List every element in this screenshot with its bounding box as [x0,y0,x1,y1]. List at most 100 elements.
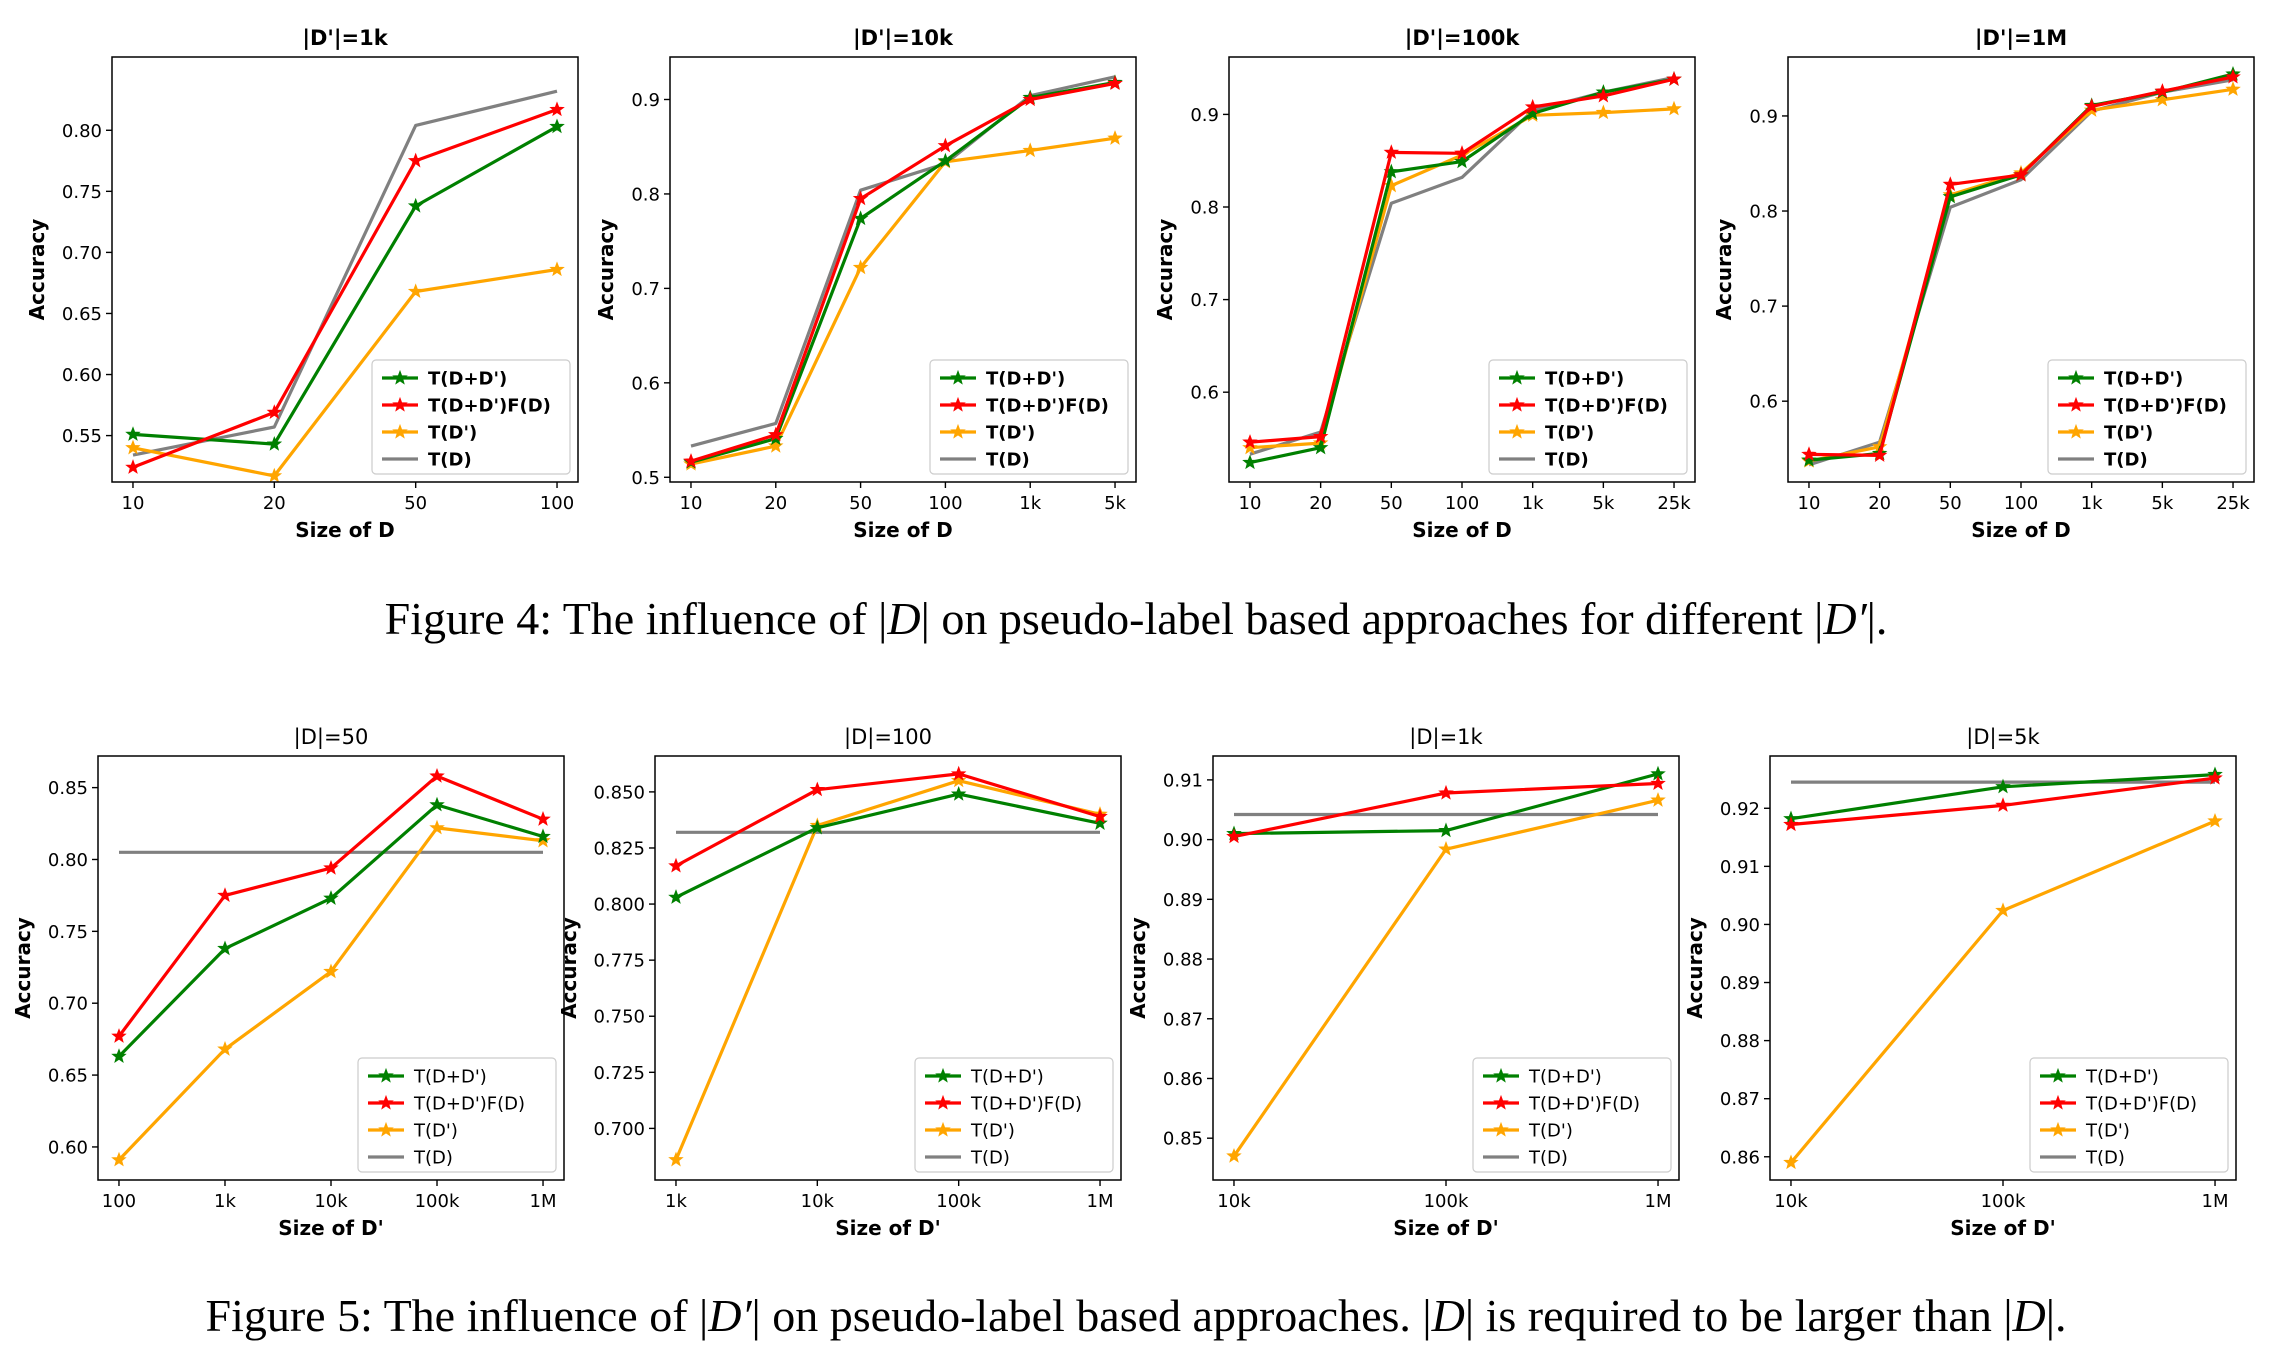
legend-marker [935,1094,951,1110]
legend-label: T(D+D') [986,369,1065,390]
y-tick-label: 0.86 [1163,1069,1203,1090]
y-tick-label: 0.65 [48,1066,88,1087]
chart-panel-5: |D|=50 0.60 0.65 0.70 0.75 0.80 0.85 100 1k 10k 10… [11,725,565,1240]
y-tick-label: 0.89 [1163,890,1203,911]
legend-marker [1493,1094,1509,1110]
x-tick-label: 5k [1592,493,1614,514]
data-point-star [1942,176,1959,192]
data-point-star [1438,822,1454,838]
x-tick-label: 100k [1424,1191,1469,1212]
data-point-star [937,137,954,153]
data-point-star [1454,153,1470,169]
plot-frame [1787,56,2255,483]
data-point-star [950,765,967,781]
legend-label: T(D') [1528,1121,1573,1142]
y-tick-label: 0.7 [631,279,660,300]
x-tick-label: 1M [1087,1191,1114,1212]
caption-4-text-1: The influence of | [562,593,888,644]
x-tick-label: 10 [680,493,703,514]
data-point-star [535,832,551,848]
y-axis-label: Accuracy [11,917,35,1019]
y-tick-label: 0.91 [1163,770,1203,791]
y-tick-label: 0.800 [593,895,645,916]
legend-marker [378,1121,394,1137]
legend-label: T(D+D') [1528,1067,1602,1088]
chart-panel-2: |D'|=10k 0.5 0.6 0.7 0.8 0.9 10 20 50 100 1k 5k Size… [594,26,1137,542]
caption-5-text-1: The influence of | [383,1290,709,1341]
y-axis-label: Accuracy [1683,917,1707,1019]
legend-label: T(D') [428,423,477,444]
y-tick-label: 0.5 [631,468,660,489]
x-tick-label: 100 [1445,493,1479,514]
data-point-star [125,459,141,474]
y-tick-label: 0.80 [48,850,88,871]
data-point-star [1226,1147,1242,1163]
y-tick-label: 0.88 [1163,950,1203,971]
y-tick-label: 0.6 [1749,392,1778,413]
data-point-star [323,963,339,979]
legend-label: T(D+D')F(D) [986,396,1109,417]
data-point-star [668,1151,684,1167]
y-tick-label: 0.60 [62,365,102,386]
chart-title: |D'|=1M [1975,26,2067,51]
legend-box [929,359,1129,475]
data-point-star [1092,815,1108,830]
y-tick-label: 0.8 [631,184,660,205]
caption-5-var-2: D [1431,1290,1465,1341]
legend-label: T(D) [1545,450,1589,471]
data-point-star [1801,451,1817,467]
x-tick-label: 1k [1522,493,1544,514]
chart-title: |D'|=1k [302,26,388,51]
data-point-star [668,857,684,873]
data-point-star [852,190,869,206]
y-tick-label: 0.89 [1720,973,1760,994]
x-tick-label: 25k [1657,493,1691,514]
caption-4-text-2: | on pseudo-label based approaches for d… [920,593,1824,644]
y-tick-label: 0.9 [1749,106,1778,127]
data-point-star [1383,177,1400,193]
legend-label: T(D+D') [413,1067,487,1088]
caption-5-lead: Figure 5: [205,1290,384,1341]
x-axis-label: Size of D' [835,1216,941,1240]
legend-label: T(D') [1545,423,1594,444]
data-point-star [266,435,283,451]
x-tick-label: 100 [102,1191,136,1212]
x-tick-label: 100k [1981,1191,2026,1212]
data-point-star [125,426,141,441]
y-tick-label: 0.65 [62,304,102,325]
x-tick-label: 10k [1217,1191,1251,1212]
caption-5-text-2: | on pseudo-label based approaches. | [751,1290,1432,1341]
data-point-star [407,152,424,168]
data-point-star [1666,71,1682,86]
x-tick-label: 25k [2216,493,2250,514]
x-tick-label: 10 [122,493,145,514]
series-line [117,774,544,1038]
caption-4-var-1: D [887,593,921,644]
data-point-star [407,197,424,213]
series-line [132,107,558,469]
x-axis-label: Size of D [1971,518,2070,542]
data-point-star [125,439,141,455]
data-point-star [266,404,283,420]
data-point-star [1666,100,1682,116]
series-line [117,803,544,1058]
legend-label: T(D+D')F(D) [1545,396,1668,417]
caption-5-text-3: | is required to be larger than | [1464,1290,2013,1341]
legend-label: T(D+D') [428,369,507,390]
legend-label: T(D') [2104,423,2153,444]
x-tick-label: 10k [1774,1191,1808,1212]
y-tick-label: 0.8 [1190,198,1219,219]
caption-5-text-4: |. [2045,1290,2067,1341]
legend-box [2047,359,2247,475]
y-tick-label: 0.60 [48,1137,88,1158]
data-point-star [2207,812,2223,828]
data-point-star [1783,816,1799,832]
data-point-star [1995,778,2011,794]
legend-marker [1493,1121,1509,1137]
data-point-star [1242,434,1258,449]
data-point-star [950,772,967,788]
data-point-star [2013,166,2029,182]
y-tick-label: 0.775 [593,951,645,972]
legend-label: T(D+D')F(D) [413,1094,525,1115]
